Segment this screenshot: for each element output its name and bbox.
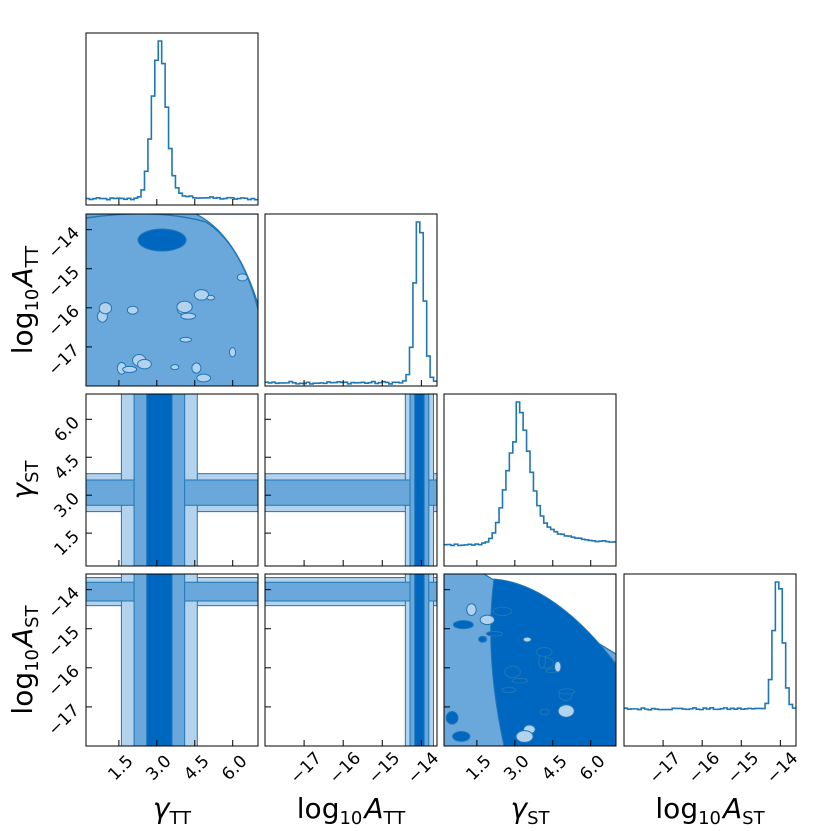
xtick-label: 6.0	[218, 751, 251, 784]
contour-blob	[492, 606, 513, 617]
contour-blob	[558, 688, 576, 695]
xtick-label: 3.0	[142, 751, 175, 784]
contour-blob	[554, 660, 562, 673]
histogram-line	[265, 221, 437, 385]
contour-blob	[511, 677, 528, 684]
ytick-label: 3.0	[51, 489, 84, 522]
histogram-log10_A_ST	[623, 573, 797, 747]
ytick-label: −17	[44, 701, 84, 741]
histogram-gamma_TT	[85, 32, 259, 206]
contour-dark	[414, 574, 425, 746]
contour-blob	[515, 730, 534, 743]
ytick-label: −15	[44, 622, 84, 662]
contour-light	[180, 312, 197, 320]
panel-log10_A_TT-vs-log10_A_ST	[264, 573, 438, 747]
contour-light	[176, 300, 193, 314]
panel-log10_A_TT-vs-gamma_ST	[264, 393, 438, 567]
xtick-label: −16	[326, 748, 366, 788]
xtick-label: 1.5	[462, 751, 495, 784]
contour-blob	[479, 614, 495, 626]
contour-blob	[539, 708, 550, 716]
contour-light	[206, 294, 216, 301]
contour-light	[179, 336, 193, 343]
contour-blob	[466, 603, 477, 617]
contour-blob	[452, 730, 471, 742]
contour-mid	[265, 581, 437, 602]
contour-dark	[146, 394, 173, 566]
xtick-label: −14	[763, 748, 803, 788]
contour-blob	[501, 686, 517, 694]
xtick-label: −16	[685, 748, 725, 788]
xtick-label: 1.5	[104, 751, 137, 784]
xlabel-gamma_ST: γST	[511, 792, 551, 829]
contour-light	[236, 273, 248, 282]
xtick-label: −15	[365, 748, 405, 788]
xtick-label: −17	[645, 748, 685, 788]
ytick-label: −14	[44, 583, 84, 623]
xlabel-log10_A_ST: log10AST	[655, 792, 765, 829]
contour-mid	[265, 479, 437, 506]
panel-gamma_TT-vs-log10_A_TT	[85, 213, 259, 387]
contour-light	[126, 305, 139, 315]
contour-blob	[504, 665, 521, 679]
contour-blob	[522, 636, 532, 643]
contour-blob	[452, 620, 474, 630]
histogram-line	[444, 401, 616, 547]
contour-light	[196, 373, 212, 383]
contour-blob	[557, 704, 575, 718]
contour-blob	[445, 711, 459, 725]
histogram-log10_A_TT	[264, 213, 438, 387]
xlabel-gamma_TT: γTT	[153, 792, 192, 829]
contour-light	[137, 358, 152, 370]
contour-blob	[478, 635, 487, 643]
contour-light	[228, 347, 237, 358]
panel-gamma_TT-vs-gamma_ST	[85, 393, 259, 567]
histogram-gamma_ST	[443, 393, 617, 567]
panel-gamma_ST-vs-log10_A_ST	[443, 573, 617, 747]
contour-light	[170, 364, 180, 371]
ytick-label: −15	[44, 262, 84, 302]
ytick-label: −17	[44, 341, 84, 381]
ytick-label: 4.5	[51, 451, 84, 484]
xtick-label: −17	[286, 748, 326, 788]
xtick-label: 6.0	[576, 751, 609, 784]
histogram-line	[86, 40, 258, 201]
xtick-label: −14	[404, 748, 444, 788]
ytick-label: −16	[44, 301, 84, 341]
ylabel-gamma_ST: γST	[6, 459, 43, 499]
ytick-label: 6.0	[51, 413, 84, 446]
contour-blob	[536, 647, 553, 658]
ytick-label: −14	[44, 223, 84, 263]
xtick-label: 3.0	[500, 751, 533, 784]
contour-light	[191, 362, 202, 374]
contour-light	[193, 289, 210, 301]
ytick-label: 1.5	[51, 527, 84, 560]
xtick-label: 4.5	[538, 751, 571, 784]
contour-light	[98, 302, 113, 315]
panel-gamma_TT-vs-log10_A_ST	[85, 573, 259, 747]
ylabel-log10_A_ST: log10AST	[6, 604, 43, 714]
xtick-label: 4.5	[180, 751, 213, 784]
ytick-label: −16	[44, 661, 84, 701]
contour-light	[122, 365, 138, 373]
xtick-label: −15	[724, 748, 764, 788]
xlabel-log10_A_TT: log10ATT	[297, 792, 406, 829]
ylabel-log10_A_TT: log10ATT	[6, 245, 43, 354]
contour-dark	[146, 574, 173, 746]
contour-dark	[137, 228, 187, 252]
histogram-line	[624, 581, 796, 711]
contour-dark	[414, 394, 425, 566]
contour-blob	[486, 630, 504, 637]
